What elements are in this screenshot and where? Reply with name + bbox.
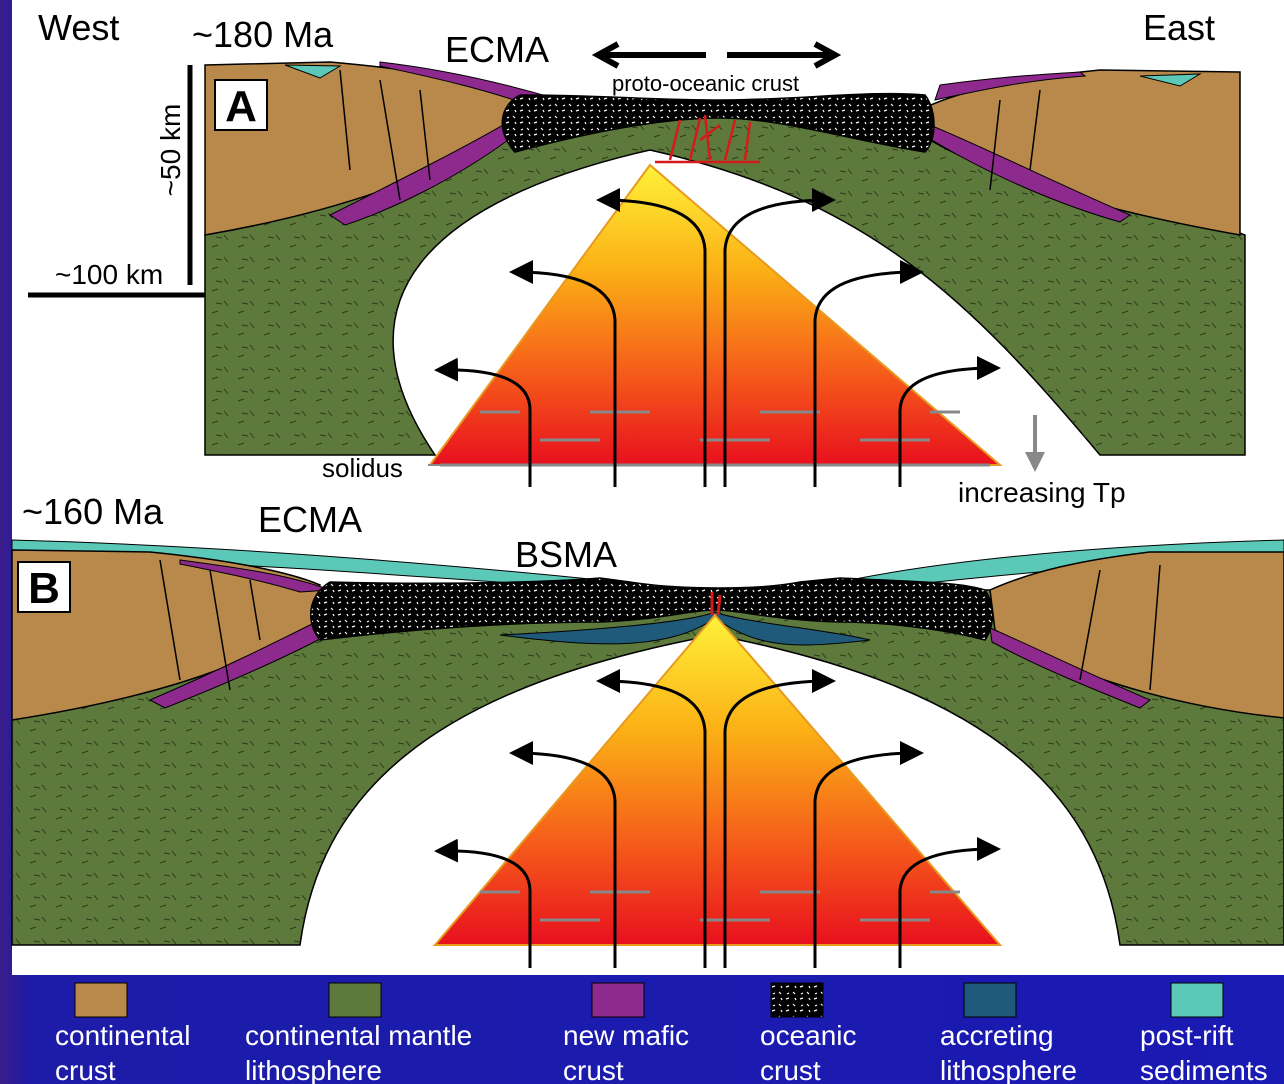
legend-line: new mafic (563, 1020, 689, 1051)
legend-line: crust (563, 1055, 624, 1084)
age-label: ~180 Ma (192, 14, 334, 55)
legend-label: continental mantle lithosphere (245, 1020, 472, 1084)
panel-label: A (225, 82, 257, 131)
west-label: West (38, 7, 119, 48)
legend-line: crust (55, 1055, 116, 1084)
legend-line: post-rift (1140, 1020, 1234, 1051)
legend-swatch (75, 983, 127, 1017)
legend-swatch (1171, 983, 1223, 1017)
temperature-label: increasing Tp (958, 477, 1126, 508)
legend-line: crust (760, 1055, 821, 1084)
legend-label: continental crust (55, 1020, 190, 1084)
solidus-label: solidus (322, 453, 403, 483)
east-label: East (1143, 7, 1215, 48)
legend-label: oceanic crust (760, 1020, 857, 1084)
legend-line: oceanic (760, 1020, 857, 1051)
scale-horizontal: ~100 km (55, 259, 163, 290)
page: {"panel_a": {"label": "A", "age": "~180 … (0, 0, 1284, 1084)
scale-vertical: ~50 km (155, 104, 186, 197)
legend-line: sediments (1140, 1055, 1268, 1084)
anomaly-label: ECMA (445, 29, 549, 70)
legend-line: continental mantle (245, 1020, 472, 1051)
legend-label: new mafic crust (563, 1020, 689, 1084)
legend: continental crust continental mantle litho… (55, 983, 1268, 1084)
panel-label: B (28, 564, 60, 613)
bsma-label: BSMA (515, 534, 617, 575)
legend-line: accreting (940, 1020, 1054, 1051)
legend-line: lithosphere (940, 1055, 1077, 1084)
ecma-label: ECMA (258, 499, 362, 540)
legend-line: continental (55, 1020, 190, 1051)
legend-label: accreting lithosphere (940, 1020, 1077, 1084)
crust-note: proto-oceanic crust (612, 71, 799, 96)
legend-line: lithosphere (245, 1055, 382, 1084)
legend-swatch (329, 983, 381, 1017)
legend-swatch (964, 983, 1016, 1017)
legend-label: post-rift sediments (1140, 1020, 1268, 1084)
legend-swatch (771, 983, 823, 1017)
legend-swatch (592, 983, 644, 1017)
age-label: ~160 Ma (22, 491, 164, 532)
diagram: A West ~180 Ma ECMA proto-oceanic crust … (0, 0, 1284, 1084)
